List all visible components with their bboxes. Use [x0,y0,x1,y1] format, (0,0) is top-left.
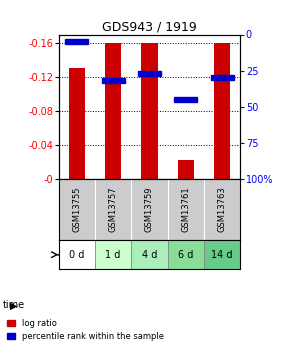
Bar [214,43,230,179]
Bar [138,71,161,76]
Text: 6 d: 6 d [178,250,193,260]
Text: GSM13763: GSM13763 [218,187,226,232]
Bar [95,240,131,269]
Bar [102,78,125,83]
Bar [65,39,88,44]
Bar [59,240,95,269]
Text: time: time [3,300,25,310]
Text: ▶: ▶ [10,300,18,310]
Bar [211,75,234,80]
Bar [178,160,194,179]
Bar [174,97,197,102]
Text: 14 d: 14 d [211,250,233,260]
Text: 4 d: 4 d [142,250,157,260]
Bar [105,43,121,179]
Text: GSM13757: GSM13757 [109,187,117,232]
Text: GSM13761: GSM13761 [181,187,190,232]
Text: GSM13759: GSM13759 [145,187,154,232]
Title: GDS943 / 1919: GDS943 / 1919 [102,20,197,33]
Bar [131,240,168,269]
Text: 1 d: 1 d [105,250,121,260]
Bar [69,68,85,179]
Bar [168,240,204,269]
Legend: log ratio, percentile rank within the sample: log ratio, percentile rank within the sa… [7,319,164,341]
Bar [204,240,240,269]
Bar [141,43,158,179]
Text: 0 d: 0 d [69,250,84,260]
Text: GSM13755: GSM13755 [72,187,81,232]
